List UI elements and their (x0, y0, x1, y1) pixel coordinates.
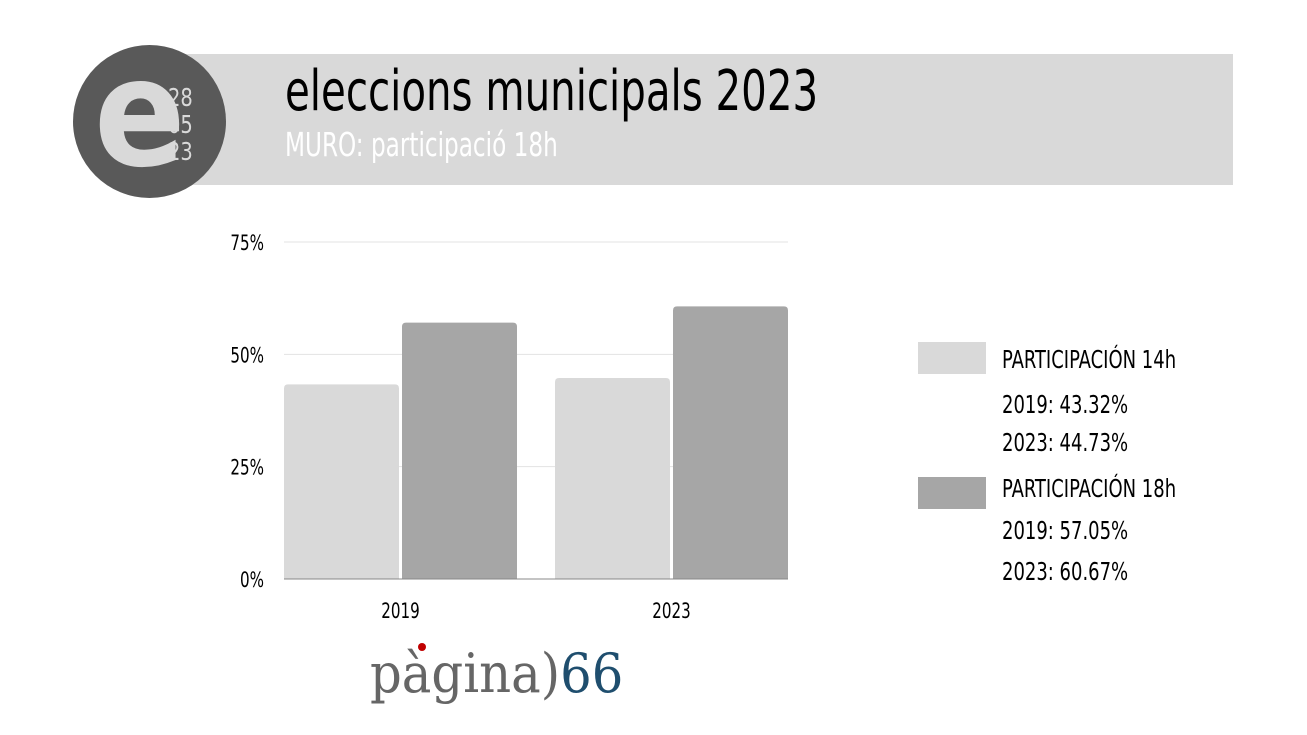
logo-date: 28 05 23 (168, 84, 199, 165)
bar-2019-1 (402, 322, 517, 579)
legend-label-18h: PARTICIPACIÓN 18h (1002, 474, 1177, 503)
brand-paren: ) (540, 642, 561, 705)
y-tick-label-50: 50% (230, 344, 264, 368)
legend-swatch-18h (918, 477, 986, 509)
legend-swatch-14h (918, 342, 986, 374)
brand-number: 66 (560, 642, 624, 705)
logo-date-month: 05 (168, 110, 193, 139)
x-tick-label-2019: 2019 (381, 599, 419, 623)
bar-2023-0 (555, 378, 670, 579)
bar-2023-1 (673, 306, 788, 579)
brand-accent-dot (418, 643, 426, 651)
y-tick-label-75: 75% (230, 231, 264, 255)
brand-word: pàgina (370, 642, 541, 705)
page-subtitle: MURO: participació 18h (285, 125, 558, 164)
logo-date-year: 23 (168, 137, 193, 166)
bar-2019-0 (284, 384, 399, 579)
y-tick-label-25: 25% (230, 456, 264, 480)
legend-value-14h-2023: 2023: 44.73% (1002, 428, 1129, 457)
legend-label-14h: PARTICIPACIÓN 14h (1002, 345, 1177, 374)
logo-date-day: 28 (168, 83, 193, 112)
legend-value-14h-2019: 2019: 43.32% (1002, 390, 1129, 419)
y-tick-label-0: 0% (240, 568, 264, 592)
legend-value-18h-2023: 2023: 60.67% (1002, 557, 1129, 586)
legend-value-18h-2019: 2019: 57.05% (1002, 516, 1129, 545)
brand-logo: pàgina)66 (370, 634, 623, 714)
x-tick-label-2023: 2023 (652, 599, 690, 623)
page-title: eleccions municipals 2023 (285, 59, 819, 124)
header-band (150, 54, 1233, 185)
logo-circle (73, 45, 226, 198)
